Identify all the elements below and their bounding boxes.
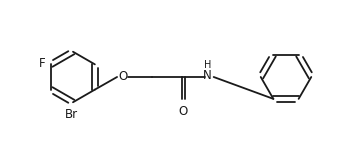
Text: H: H <box>204 60 211 70</box>
Text: N: N <box>203 69 212 82</box>
Text: Br: Br <box>64 108 77 121</box>
Text: O: O <box>179 105 188 118</box>
Text: O: O <box>118 71 127 84</box>
Text: F: F <box>39 57 45 70</box>
